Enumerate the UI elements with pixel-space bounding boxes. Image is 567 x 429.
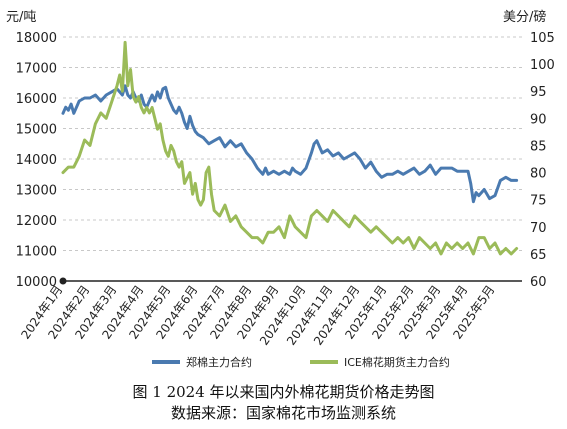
y-right-tick-label: 75: [530, 194, 547, 209]
y-left-tick-label: 12000: [16, 214, 57, 229]
y-right-tick-label: 105: [530, 31, 555, 46]
y-right-tick-label: 65: [530, 248, 547, 263]
y-left-tick-label: 14000: [16, 153, 57, 168]
y-left-tick-label: 10000: [16, 275, 57, 290]
series-line-zhengmian: [61, 84, 519, 204]
chart-source: 数据来源：国家棉花市场监测系统: [170, 404, 396, 422]
series-line-ice: [61, 40, 519, 256]
y-right-tick-label: 100: [530, 58, 555, 73]
y-right-tick-label: 60: [530, 275, 547, 290]
y-right-tick-label: 70: [530, 221, 547, 236]
y-right-tick-label: 95: [530, 85, 547, 100]
y-right-tick-label: 80: [530, 167, 547, 182]
y-right-tick-label: 90: [530, 112, 547, 127]
y-left-tick-label: 13000: [16, 184, 57, 199]
legend-label: 郑棉主力合约: [186, 355, 252, 369]
y-right-axis-label: 美分/磅: [503, 10, 547, 25]
x-axis-origin-marker: [59, 277, 67, 285]
legend-label: ICE棉花期货主力合约: [344, 355, 450, 369]
y-left-axis-label: 元/吨: [6, 10, 37, 25]
y-left-tick-label: 17000: [16, 62, 57, 77]
y-left-tick-label: 11000: [16, 245, 57, 260]
chart-title: 图 1 2024 年以来国内外棉花期货价格走势图: [132, 383, 435, 401]
y-left-tick-label: 18000: [16, 31, 57, 46]
y-right-tick-label: 85: [530, 139, 547, 154]
y-left-tick-label: 15000: [16, 123, 57, 138]
y-left-tick-label: 16000: [16, 92, 57, 107]
